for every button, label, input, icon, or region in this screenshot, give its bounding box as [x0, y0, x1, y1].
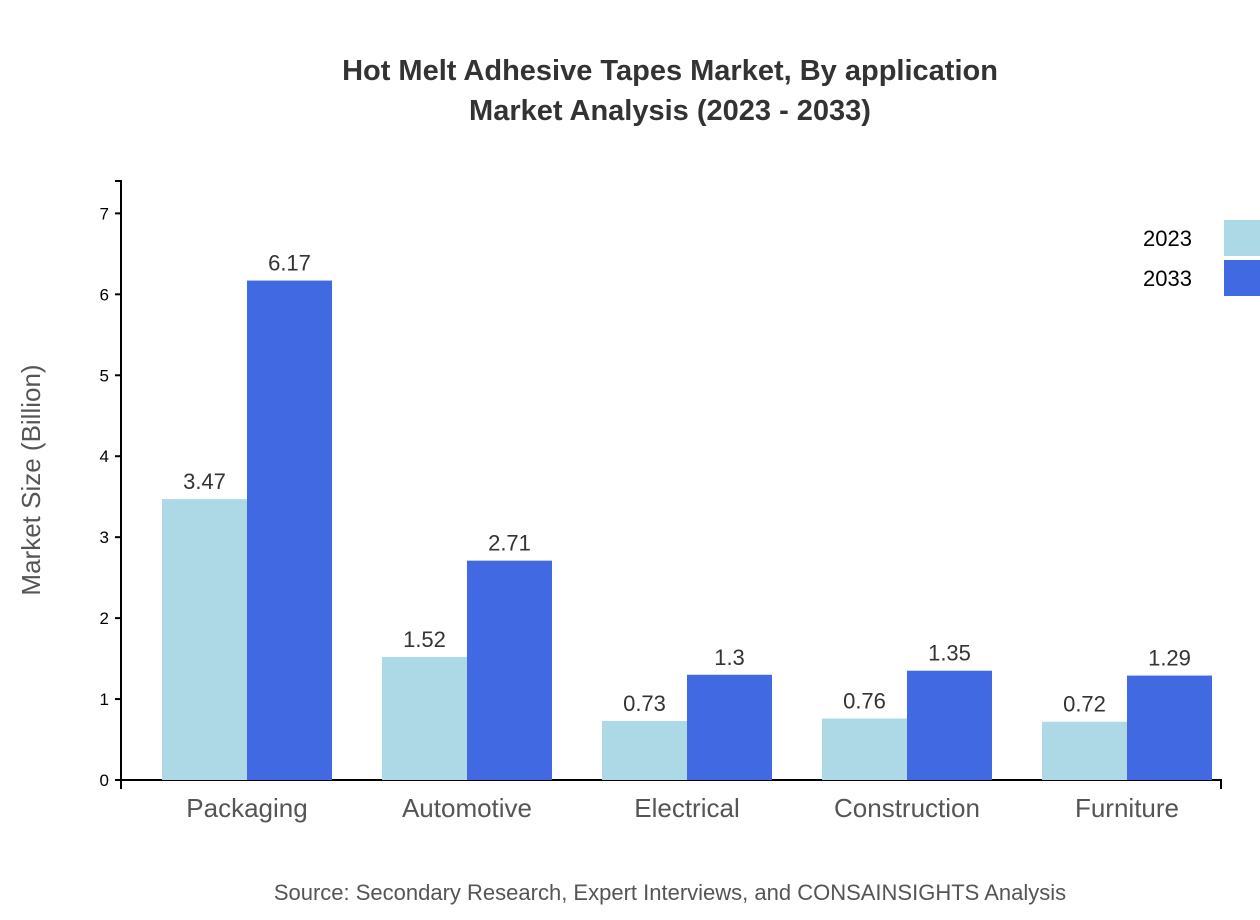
data-label: 0.72 [1063, 692, 1106, 717]
data-label: 1.29 [1148, 646, 1191, 671]
x-tick-label: Electrical [634, 793, 739, 823]
bar-2033-packaging [247, 280, 332, 780]
data-label: 0.76 [843, 688, 886, 713]
x-tick-label: Furniture [1075, 793, 1179, 823]
bar-2023-packaging [162, 499, 247, 780]
data-label: 1.35 [928, 641, 971, 666]
legend-swatch [1224, 220, 1260, 256]
y-tick-label: 3 [100, 528, 109, 547]
bar-2023-furniture [1042, 721, 1127, 780]
axes: 0 1 2 3 4 5 6 7 Packaging Automotive Electrical Con… [100, 180, 1222, 823]
y-tick-label: 0 [100, 771, 109, 790]
bar-2033-electrical [687, 674, 772, 780]
y-tick-label: 7 [100, 204, 109, 223]
y-tick-label: 2 [100, 609, 109, 628]
bar-2033-furniture [1127, 675, 1212, 780]
chart-title: Hot Melt Adhesive Tapes Market, By appli… [342, 55, 998, 87]
x-tick-label: Automotive [402, 793, 532, 823]
data-label: 0.73 [623, 691, 666, 716]
bar-2033-automotive [467, 560, 552, 780]
x-tick-label: Construction [834, 793, 980, 823]
data-label: 1.3 [714, 645, 745, 670]
legend-label: 2023 [1143, 226, 1192, 251]
data-label: 1.52 [403, 627, 446, 652]
y-tick-label: 6 [100, 285, 109, 304]
y-axis-label: Market Size (Billion) [16, 364, 46, 595]
y-axis-line [115, 180, 122, 780]
source-note: Source: Secondary Research, Expert Inter… [274, 880, 1066, 905]
legend-swatch [1224, 260, 1260, 296]
y-tick-label: 4 [100, 447, 109, 466]
bar-2023-electrical [602, 720, 687, 780]
bar-2033-construction [907, 670, 992, 780]
data-label: 6.17 [268, 251, 311, 276]
x-tick-label: Packaging [186, 793, 307, 823]
data-label: 3.47 [183, 469, 226, 494]
legend: 2023 2033 [1143, 220, 1260, 296]
bar-2023-construction [822, 718, 907, 780]
y-tick-label: 5 [100, 366, 109, 385]
data-label: 2.71 [488, 531, 531, 556]
y-tick-label: 1 [100, 690, 109, 709]
chart-subtitle: Market Analysis (2023 - 2033) [469, 95, 871, 127]
bars: 3.47 6.17 1.52 2.71 0.73 1.3 0.76 1.35 0.72 1.29 [162, 251, 1212, 780]
legend-label: 2033 [1143, 266, 1192, 291]
bar-2023-automotive [382, 656, 467, 780]
x-axis-line [120, 779, 1222, 789]
